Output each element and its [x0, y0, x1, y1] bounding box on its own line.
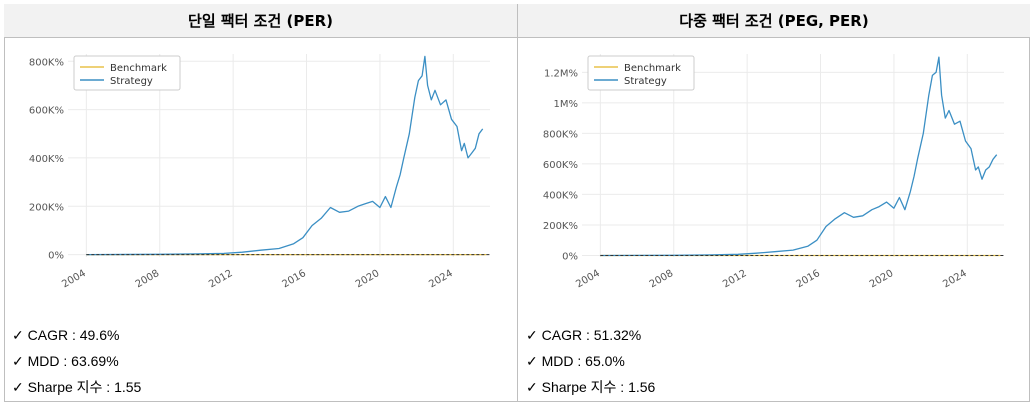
legend-label: Benchmark	[110, 63, 167, 74]
y-tick-label: 200K%	[543, 221, 578, 232]
y-tick-label: 400K%	[543, 190, 578, 201]
y-tick-label: 200K%	[29, 202, 64, 213]
x-tick-label: 2004	[60, 268, 88, 290]
x-tick-label: 2024	[427, 268, 455, 290]
metric-mdd: ✓ MDD : 63.69%	[12, 353, 119, 369]
x-tick-label: 2008	[648, 268, 676, 290]
x-tick-label: 2016	[280, 268, 308, 290]
x-tick-label: 2020	[868, 268, 896, 290]
x-tick-label: 2020	[354, 268, 382, 290]
y-tick-label: 0%	[562, 251, 578, 262]
legend-label: Benchmark	[624, 63, 681, 74]
y-tick-label: 0%	[48, 251, 64, 262]
metric-sharpe: ✓ Sharpe 지수 : 1.55	[12, 379, 142, 395]
legend: Benchmark Strategy	[73, 55, 181, 91]
legend: Benchmark Strategy	[587, 55, 695, 91]
x-tick-label: 2024	[941, 268, 969, 290]
legend-label: Strategy	[110, 76, 153, 87]
x-tick-label: 2016	[794, 268, 822, 290]
metric-cagr: ✓ CAGR : 51.32%	[526, 327, 642, 343]
y-tick-label: 1M%	[554, 99, 579, 110]
y-tick-label: 800K%	[543, 129, 578, 140]
metrics-single-factor: ✓ CAGR : 49.6% ✓ MDD : 63.69% ✓ Sharpe 지…	[12, 322, 141, 400]
legend-box	[587, 55, 695, 91]
chart-single-factor: 0% 200K% 400K% 600K% 800K% 2004 2008 2012 2016 20…	[29, 54, 490, 290]
metrics-multi-factor: ✓ CAGR : 51.32% ✓ MDD : 65.0% ✓ Sharpe 지…	[526, 322, 655, 400]
x-tick-label: 2004	[574, 268, 602, 290]
y-tick-label: 400K%	[29, 154, 64, 165]
legend-label: Strategy	[624, 76, 667, 87]
y-tick-label: 1.2M%	[544, 68, 578, 79]
metric-mdd: ✓ MDD : 65.0%	[526, 353, 625, 369]
metric-cagr: ✓ CAGR : 49.6%	[12, 327, 120, 343]
chart-multi-factor: 0% 200K% 400K% 600K% 800K% 1M% 1.2M% 2004 2008 20…	[543, 54, 1004, 290]
metric-sharpe: ✓ Sharpe 지수 : 1.56	[526, 379, 656, 395]
x-tick-label: 2012	[721, 268, 749, 290]
y-tick-label: 600K%	[543, 160, 578, 171]
x-tick-label: 2008	[134, 268, 162, 290]
y-tick-label: 800K%	[29, 57, 64, 68]
x-tick-label: 2012	[207, 268, 235, 290]
strategy-line	[600, 56, 998, 257]
panel-title-multi-factor: 다중 팩터 조건 (PEG, PER)	[518, 4, 1030, 38]
legend-box	[73, 55, 181, 91]
y-tick-label: 600K%	[29, 106, 64, 117]
column-divider	[517, 4, 518, 402]
strategy-line	[86, 55, 484, 256]
panel-title-single-factor: 단일 팩터 조건 (PER)	[4, 4, 517, 38]
